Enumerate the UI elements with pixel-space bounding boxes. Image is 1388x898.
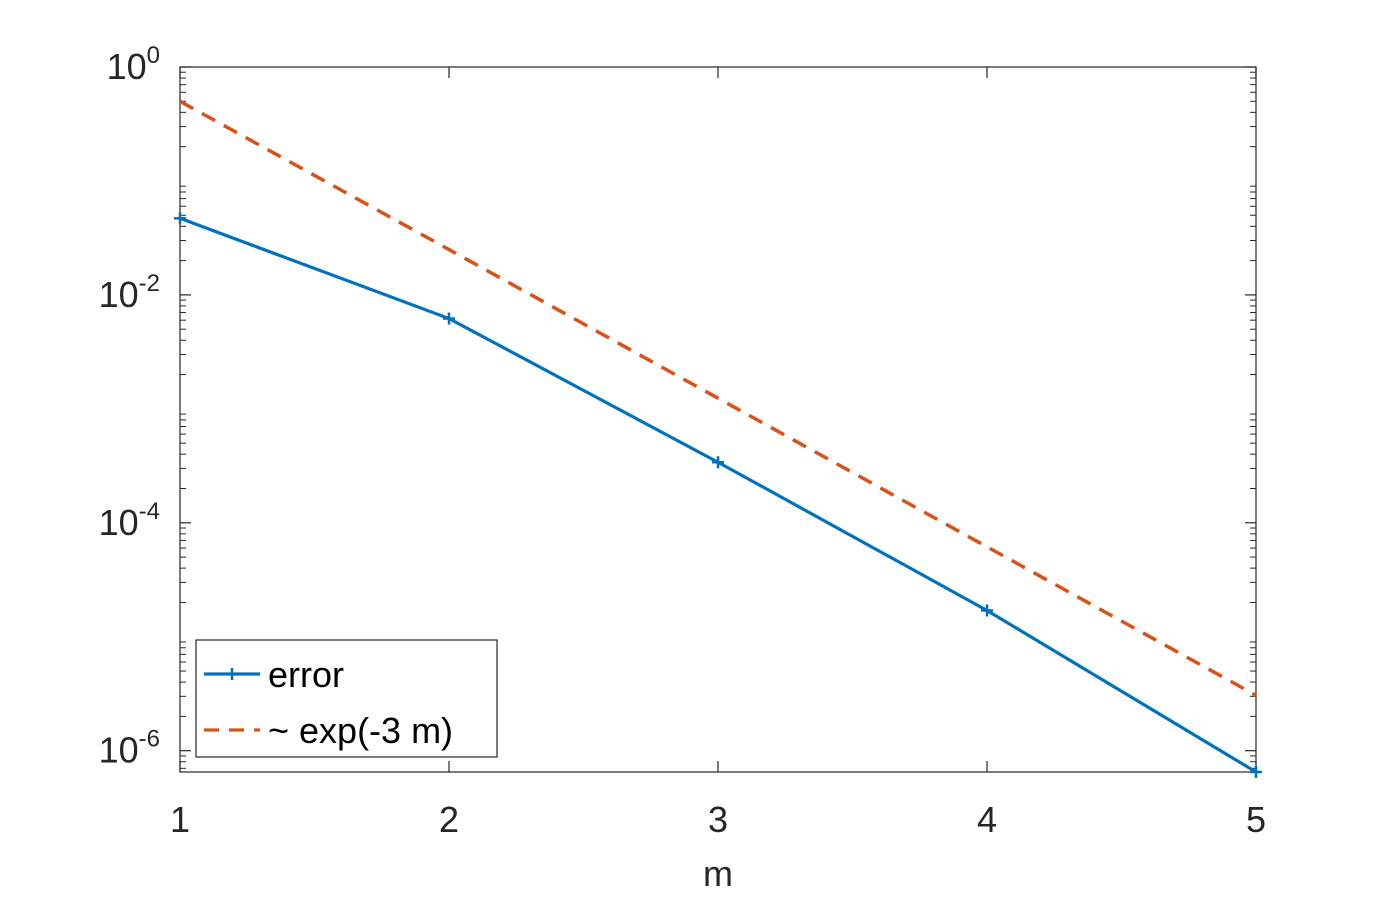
legend-label-0: error — [268, 654, 344, 695]
data-point — [443, 312, 455, 325]
y-tick-base: 10 — [99, 502, 139, 543]
x-tick-label: 4 — [977, 799, 997, 840]
y-tick-exponent: -4 — [139, 498, 160, 525]
y-tick-label: 10-2 — [99, 270, 160, 315]
y-tick-label: 10-6 — [99, 726, 160, 771]
data-point — [981, 604, 993, 617]
y-tick-base: 10 — [99, 730, 139, 771]
y-tick-exponent: -6 — [139, 726, 160, 753]
data-point — [174, 212, 186, 225]
data-point — [712, 456, 724, 469]
x-tick-label: 3 — [708, 799, 728, 840]
y-tick-base: 10 — [107, 46, 147, 87]
x-tick-label: 1 — [170, 799, 190, 840]
series-line-1 — [179, 99, 1257, 697]
legend-box — [195, 639, 498, 758]
y-tick-label: 10-4 — [99, 498, 160, 543]
x-axis-label: m — [703, 853, 733, 894]
legend-label-1: ~ exp(-3 m) — [268, 710, 453, 751]
data-point — [1250, 766, 1262, 778]
x-tick-label: 2 — [439, 799, 459, 840]
x-tick-label: 5 — [1246, 799, 1266, 840]
y-tick-exponent: 0 — [147, 42, 160, 69]
y-tick-exponent: -2 — [139, 270, 160, 297]
y-tick-base: 10 — [99, 274, 139, 315]
y-tick-label: 100 — [107, 42, 160, 87]
